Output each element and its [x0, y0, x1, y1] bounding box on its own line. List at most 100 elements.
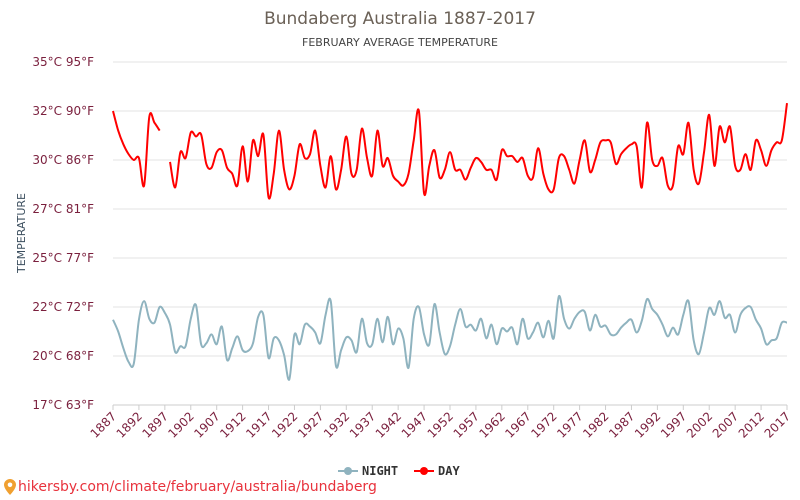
data-point-day[interactable]	[607, 138, 615, 146]
data-point-day[interactable]	[736, 166, 744, 174]
data-point-night[interactable]	[202, 339, 210, 347]
data-point-day[interactable]	[218, 146, 226, 154]
data-point-night[interactable]	[690, 336, 698, 344]
data-point-day[interactable]	[581, 136, 589, 144]
data-point-day[interactable]	[467, 164, 475, 172]
data-point-night[interactable]	[653, 311, 661, 319]
data-point-night[interactable]	[669, 324, 677, 332]
data-point-day[interactable]	[674, 142, 682, 150]
data-point-day[interactable]	[270, 170, 278, 178]
data-point-night[interactable]	[539, 333, 547, 341]
data-point-day[interactable]	[265, 193, 273, 201]
data-point-day[interactable]	[643, 119, 651, 127]
data-point-night[interactable]	[783, 319, 791, 327]
data-point-night[interactable]	[415, 303, 423, 311]
data-point-night[interactable]	[612, 330, 620, 338]
data-point-night[interactable]	[627, 316, 635, 324]
data-point-day[interactable]	[353, 166, 361, 174]
data-point-night[interactable]	[384, 313, 392, 321]
data-point-night[interactable]	[679, 311, 687, 319]
data-point-night[interactable]	[327, 297, 335, 305]
data-point-night[interactable]	[244, 347, 252, 355]
data-point-night[interactable]	[182, 342, 190, 350]
data-point-day[interactable]	[747, 166, 755, 174]
data-point-day[interactable]	[669, 181, 677, 189]
data-point-night[interactable]	[316, 339, 324, 347]
data-point-night[interactable]	[710, 311, 718, 319]
data-point-day[interactable]	[441, 166, 449, 174]
data-point-day[interactable]	[576, 156, 584, 164]
data-point-night[interactable]	[726, 311, 734, 319]
data-point-day[interactable]	[405, 170, 413, 178]
data-point-night[interactable]	[752, 316, 760, 324]
data-point-night[interactable]	[581, 308, 589, 316]
data-point-day[interactable]	[415, 107, 423, 115]
data-point-day[interactable]	[721, 138, 729, 146]
data-point-night[interactable]	[477, 315, 485, 323]
data-point-day[interactable]	[337, 166, 345, 174]
data-point-day[interactable]	[150, 119, 158, 127]
data-point-day[interactable]	[716, 123, 724, 131]
data-point-night[interactable]	[565, 325, 573, 333]
data-point-night[interactable]	[130, 360, 138, 368]
data-point-day[interactable]	[612, 160, 620, 168]
data-point-night[interactable]	[161, 309, 169, 317]
data-point-day[interactable]	[695, 180, 703, 188]
data-point-day[interactable]	[290, 172, 298, 180]
data-point-night[interactable]	[602, 322, 610, 330]
data-point-day[interactable]	[358, 125, 366, 133]
data-point-day[interactable]	[539, 170, 547, 178]
data-point-day[interactable]	[591, 156, 599, 164]
data-point-night[interactable]	[757, 325, 765, 333]
data-point-day[interactable]	[275, 127, 283, 135]
data-point-night[interactable]	[555, 292, 563, 300]
data-point-night[interactable]	[347, 336, 355, 344]
data-point-day[interactable]	[239, 142, 247, 150]
data-point-day[interactable]	[311, 127, 319, 135]
data-point-night[interactable]	[405, 364, 413, 372]
data-point-day[interactable]	[197, 131, 205, 139]
data-point-night[interactable]	[586, 327, 594, 335]
data-point-night[interactable]	[700, 328, 708, 336]
data-point-night[interactable]	[643, 295, 651, 303]
data-point-day[interactable]	[254, 152, 262, 160]
data-point-night[interactable]	[705, 304, 713, 312]
data-point-night[interactable]	[259, 311, 267, 319]
data-point-day[interactable]	[259, 131, 267, 139]
data-point-day[interactable]	[135, 154, 143, 162]
data-point-night[interactable]	[446, 342, 454, 350]
data-point-day[interactable]	[332, 185, 340, 193]
legend-item-day[interactable]: DAY	[414, 464, 460, 478]
data-point-night[interactable]	[659, 321, 667, 329]
data-point-day[interactable]	[316, 162, 324, 170]
data-point-night[interactable]	[570, 315, 578, 323]
data-point-night[interactable]	[311, 328, 319, 336]
data-point-day[interactable]	[384, 154, 392, 162]
data-point-day[interactable]	[322, 183, 330, 191]
data-point-night[interactable]	[140, 297, 148, 305]
data-point-day[interactable]	[306, 150, 314, 158]
data-point-night[interactable]	[736, 311, 744, 319]
data-point-day[interactable]	[244, 178, 252, 186]
data-point-night[interactable]	[493, 340, 501, 348]
data-point-night[interactable]	[399, 334, 407, 342]
data-point-night[interactable]	[513, 340, 521, 348]
data-point-night[interactable]	[290, 330, 298, 338]
data-point-night[interactable]	[379, 338, 387, 346]
data-point-night[interactable]	[150, 319, 158, 327]
data-point-day[interactable]	[156, 127, 164, 135]
data-point-day[interactable]	[410, 136, 418, 144]
data-point-day[interactable]	[659, 154, 667, 162]
data-point-day[interactable]	[420, 189, 428, 197]
data-point-day[interactable]	[565, 166, 573, 174]
data-point-day[interactable]	[373, 127, 381, 135]
data-point-night[interactable]	[695, 350, 703, 358]
data-point-day[interactable]	[228, 170, 236, 178]
data-point-day[interactable]	[767, 146, 775, 154]
data-point-day[interactable]	[529, 174, 537, 182]
data-point-night[interactable]	[119, 344, 127, 352]
data-point-day[interactable]	[379, 162, 387, 170]
data-point-night[interactable]	[472, 327, 480, 335]
data-point-day[interactable]	[280, 166, 288, 174]
data-point-day[interactable]	[171, 183, 179, 191]
